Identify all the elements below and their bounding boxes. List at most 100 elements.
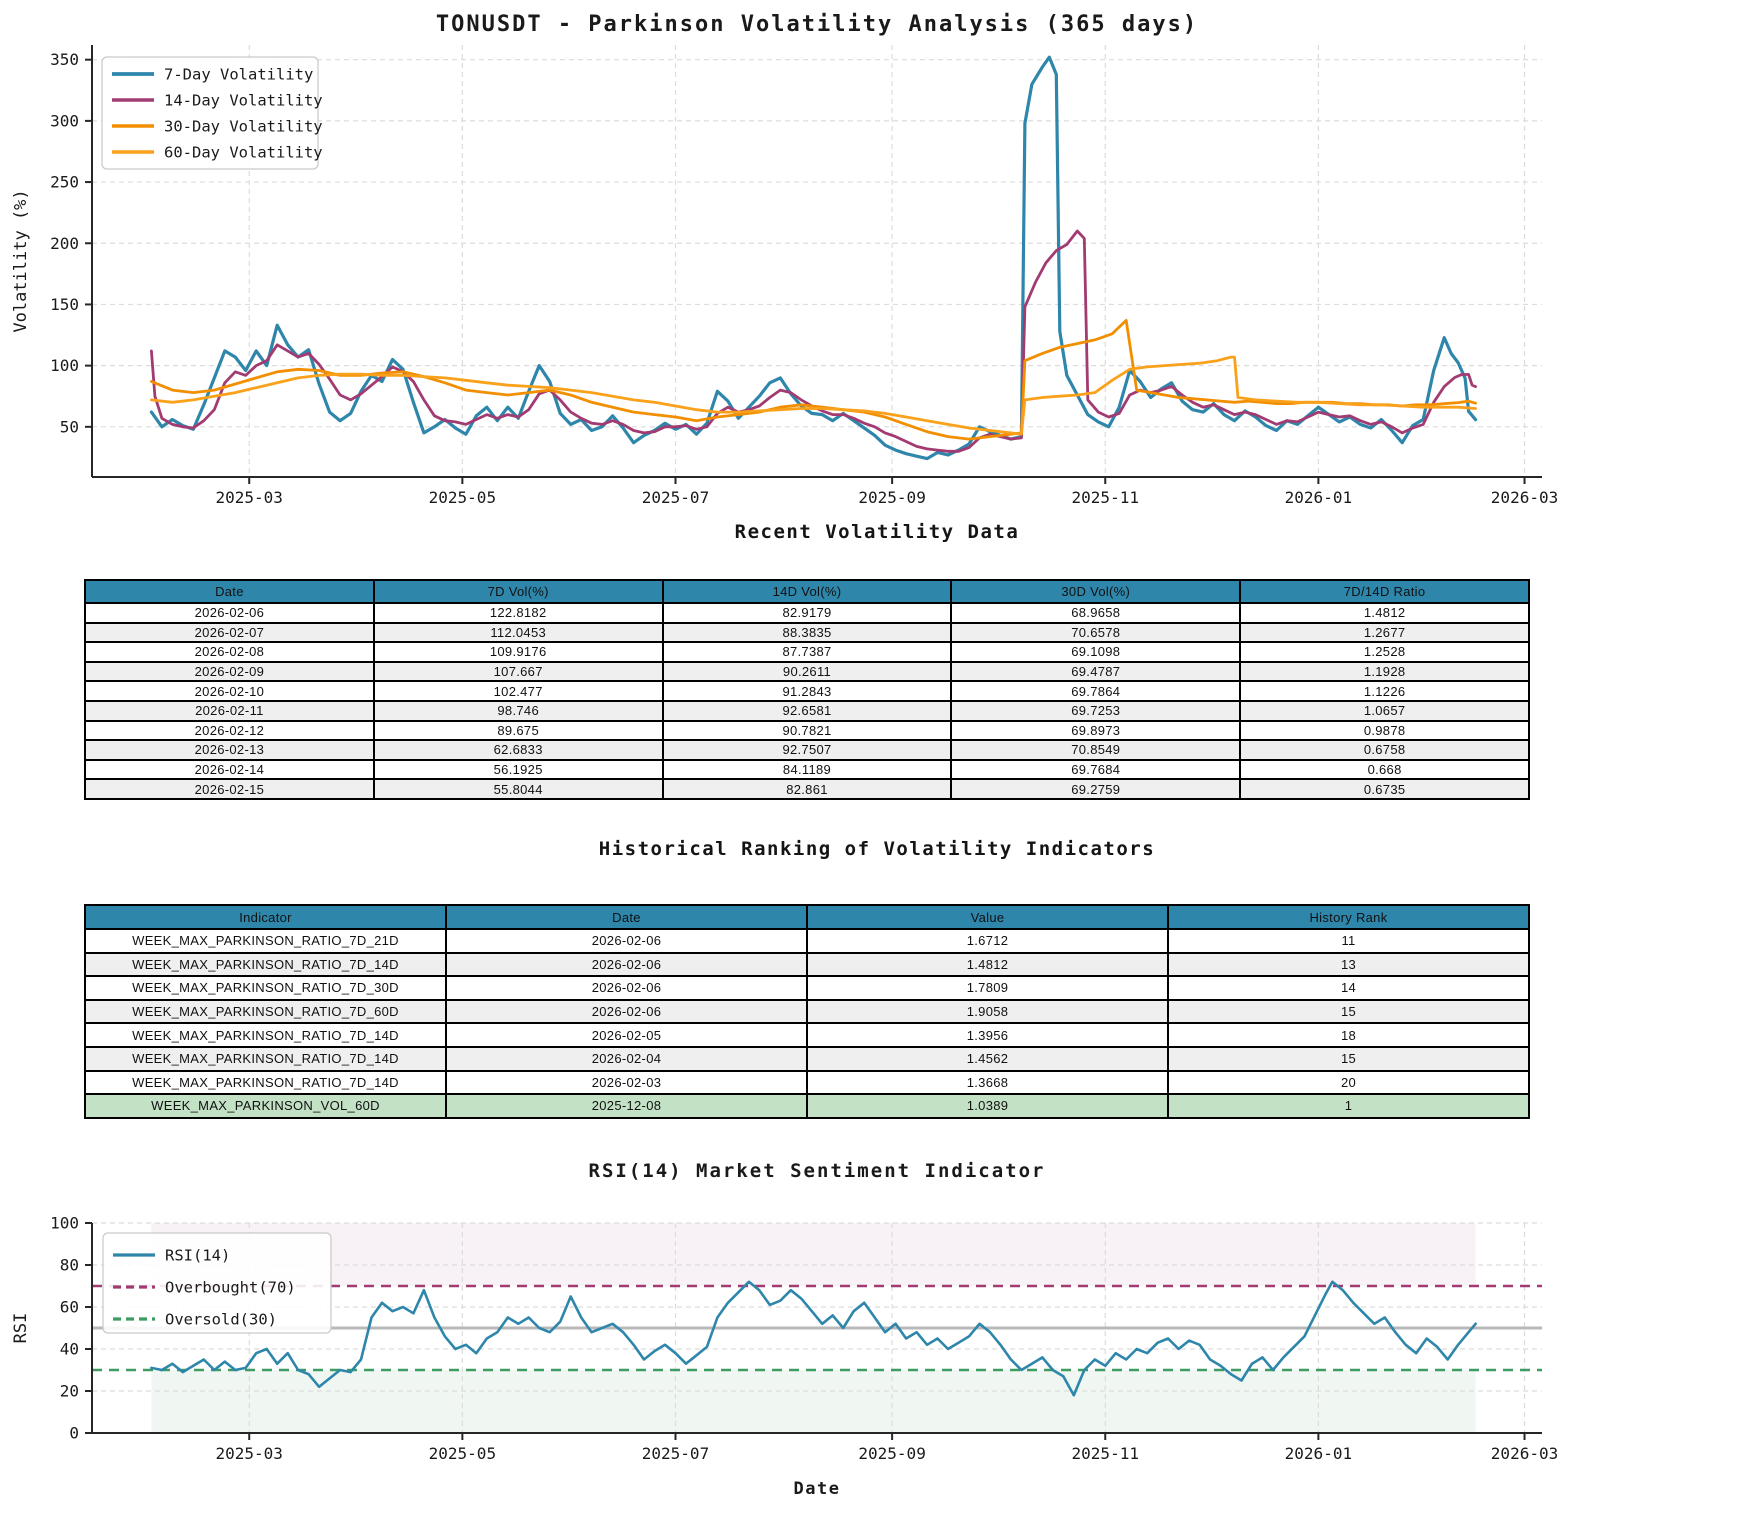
table-cell: 82.9179	[661, 602, 953, 624]
table-cell: WEEK_MAX_PARKINSON_RATIO_7D_14D	[84, 1069, 447, 1096]
x-tick-label: 2025-05	[429, 1444, 496, 1463]
x-tick-label: 2025-09	[858, 488, 925, 507]
table-cell: 69.7864	[950, 680, 1242, 702]
table-cell: 2026-02-10	[84, 680, 375, 702]
table-header-cell: History Rank	[1167, 904, 1530, 930]
x-tick-label: 2025-05	[429, 488, 496, 507]
x-tick-label: 2026-01	[1285, 488, 1352, 507]
table-cell: WEEK_MAX_PARKINSON_RATIO_7D_21D	[84, 928, 447, 954]
table-cell: 1.2528	[1239, 641, 1530, 663]
table-cell: 1.9058	[806, 998, 1169, 1025]
legend-box	[102, 1232, 332, 1334]
table-row: 2026-02-08 109.9176 87.7387 69.1098 1.2528	[84, 641, 1530, 663]
x-tick-label: 2025-11	[1072, 488, 1139, 507]
table-cell: 2026-02-06	[84, 602, 375, 624]
y-tick-label: 0	[69, 1424, 79, 1443]
table-cell: WEEK_MAX_PARKINSON_RATIO_7D_14D	[84, 951, 447, 978]
x-tick-label: 2025-09	[858, 1444, 925, 1463]
ranking-table-title: Historical Ranking of Volatility Indicat…	[598, 838, 1156, 860]
table-cell: 98.746	[372, 699, 664, 722]
table-header-row: Indicator Date Value History Rank	[84, 904, 1530, 930]
table-cell: 91.2843	[661, 680, 953, 702]
table-cell: 2026-02-07	[84, 621, 375, 644]
x-tick-label: 2025-03	[216, 488, 283, 507]
series-line-30-day-volatility	[149, 318, 1477, 441]
table-cell: 2026-02-08	[84, 641, 375, 663]
table-row: 2026-02-14 56.1925 84.1189 69.7684 0.668	[84, 758, 1530, 781]
table-cell: 68.9658	[950, 602, 1242, 624]
table-row: WEEK_MAX_PARKINSON_RATIO_7D_14D 2026-02-0…	[84, 951, 1530, 978]
table-cell: WEEK_MAX_PARKINSON_RATIO_7D_30D	[84, 975, 447, 1001]
x-tick-label: 2026-01	[1285, 1444, 1352, 1463]
shaded-band	[151, 1370, 1476, 1433]
table-cell: 112.0453	[372, 621, 664, 644]
table-cell: 88.3835	[661, 621, 953, 644]
table-cell: 1.3668	[806, 1069, 1169, 1096]
table-cell: 2026-02-15	[84, 778, 375, 800]
table-cell: 122.8182	[372, 602, 664, 624]
table-cell: 92.6581	[661, 699, 953, 722]
table-cell: 2026-02-06	[445, 975, 808, 1001]
legend-box	[101, 56, 319, 170]
y-tick-label: 150	[50, 295, 79, 314]
table-cell: 69.4787	[950, 660, 1242, 683]
legend-label: 60-Day Volatility	[164, 144, 323, 162]
y-tick-label: 40	[60, 1340, 79, 1359]
table-row: 2026-02-12 89.675 90.7821 69.8973 0.9878	[84, 719, 1530, 742]
table-cell: 1.4812	[806, 951, 1169, 978]
series-line-14-day-volatility	[149, 229, 1477, 453]
ranking-table: Indicator Date Value History Rank WEEK_MAX_P…	[84, 904, 1530, 1119]
table-cell: 1.3956	[806, 1022, 1169, 1048]
table-cell: 69.7253	[950, 699, 1242, 722]
table-cell: 0.6758	[1239, 739, 1530, 761]
table-row: WEEK_MAX_PARKINSON_RATIO_7D_30D 2026-02-0…	[84, 975, 1530, 1001]
table-cell: 2025-12-08	[445, 1093, 808, 1119]
table-header-cell: 30D Vol(%)	[950, 579, 1242, 604]
y-tick-label: 20	[60, 1382, 79, 1401]
table-cell: 13	[1167, 951, 1530, 978]
table-header-cell: Date	[445, 904, 808, 930]
chart-title: TONUSDT - Parkinson Volatility Analysis …	[436, 12, 1198, 37]
table-row: WEEK_MAX_PARKINSON_VOL_60D 2025-12-08 1.03…	[84, 1093, 1530, 1119]
table-cell: 0.9878	[1239, 719, 1530, 742]
table-cell: 2026-02-11	[84, 699, 375, 722]
table-cell: 2026-02-14	[84, 758, 375, 781]
table-cell: WEEK_MAX_PARKINSON_RATIO_7D_14D	[84, 1022, 447, 1048]
table-cell: 102.477	[372, 680, 664, 702]
table-row: 2026-02-11 98.746 92.6581 69.7253 1.0657	[84, 699, 1530, 722]
table-cell: 70.6578	[950, 621, 1242, 644]
shaded-band	[151, 1223, 1476, 1286]
table-cell: 1.1226	[1239, 680, 1530, 702]
x-tick-label: 2026-03	[1491, 1444, 1558, 1463]
x-tick-label: 2025-03	[216, 1444, 283, 1463]
table-cell: 15	[1167, 998, 1530, 1025]
x-tick-label: 2025-07	[642, 488, 709, 507]
table-cell: 90.2611	[661, 660, 953, 683]
x-axis-label: Date	[794, 1479, 841, 1499]
table-cell: 14	[1167, 975, 1530, 1001]
y-axis-label: RSI	[11, 1313, 31, 1344]
table-cell: 69.8973	[950, 719, 1242, 742]
table-header-cell: Value	[806, 904, 1169, 930]
table-cell: 18	[1167, 1022, 1530, 1048]
series-line-60-day-volatility	[149, 355, 1477, 436]
y-axis-label: Volatility (%)	[11, 189, 31, 332]
table-header-cell: 14D Vol(%)	[661, 579, 953, 604]
recent-volatility-table: Date 7D Vol(%) 14D Vol(%) 30D Vol(%) 7D/14D …	[84, 579, 1530, 800]
table-row: WEEK_MAX_PARKINSON_RATIO_7D_60D 2026-02-0…	[84, 998, 1530, 1025]
vol-chart: 2025-03 2025-05 2025-07 2025-09 2025-11 2026-…	[11, 12, 1558, 507]
table-cell: 2026-02-09	[84, 660, 375, 683]
y-tick-label: 350	[50, 50, 79, 69]
y-tick-label: 200	[50, 234, 79, 253]
chart-title: RSI(14) Market Sentiment Indicator	[589, 1160, 1046, 1182]
rsi-chart: 2025-03 2025-05 2025-07 2025-09 2025-11 2026-…	[11, 1160, 1558, 1499]
x-tick-label: 2025-07	[642, 1444, 709, 1463]
table-cell: 15	[1167, 1045, 1530, 1072]
legend-label: Overbought(70)	[165, 1279, 296, 1297]
table-header-cell: 7D Vol(%)	[372, 579, 664, 604]
table-cell: 1.0657	[1239, 699, 1530, 722]
table-cell: 2026-02-12	[84, 719, 375, 742]
table-header-cell: Date	[84, 579, 375, 604]
